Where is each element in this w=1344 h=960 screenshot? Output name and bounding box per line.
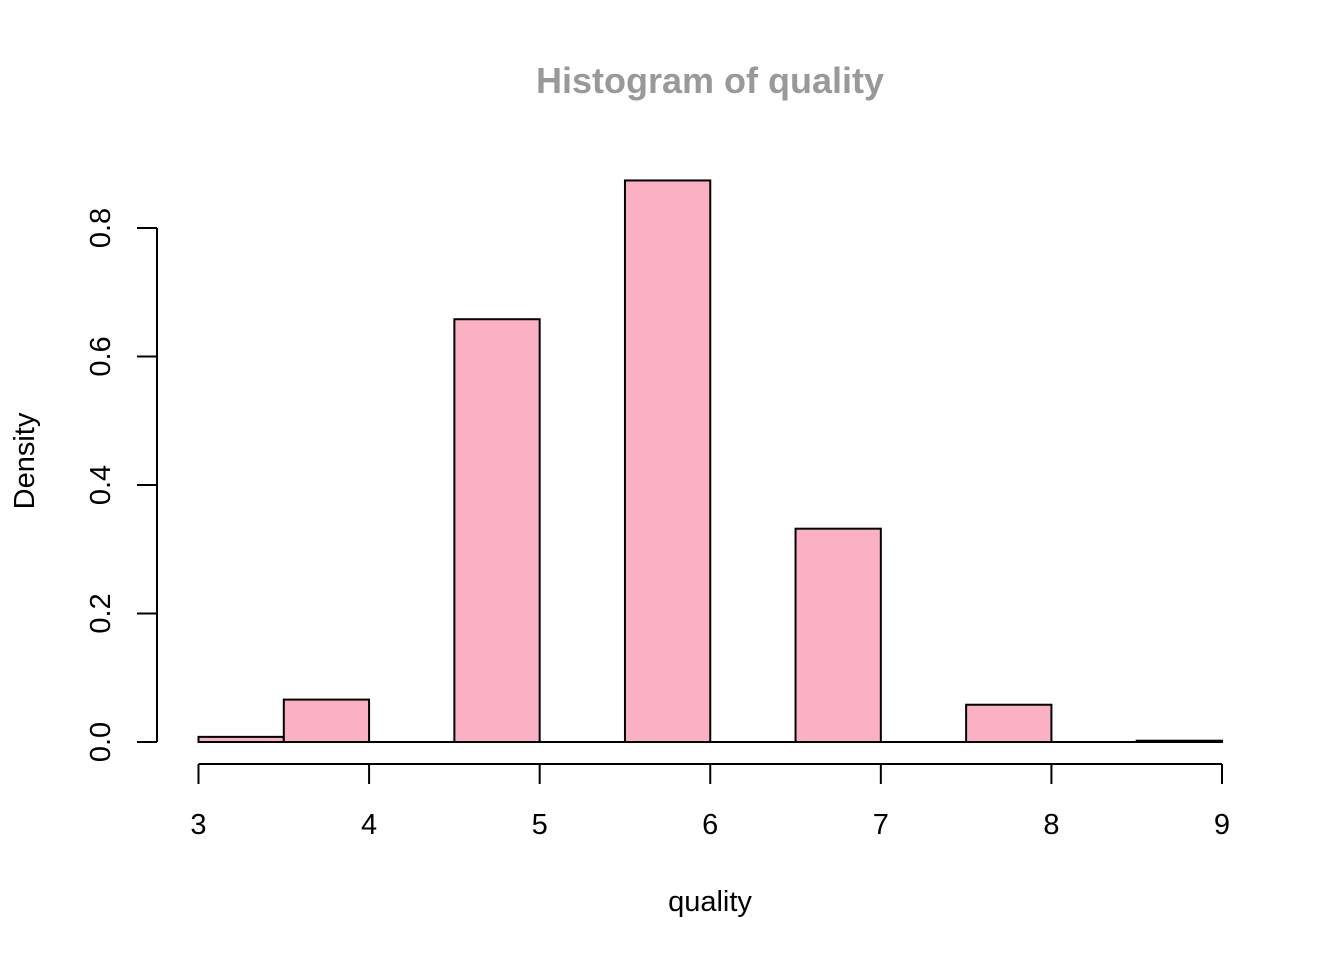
histogram-bar-9 (965, 703, 1053, 743)
histogram-bar-3 (453, 318, 541, 743)
y-tick-label: 0.0 (85, 722, 117, 762)
histogram-bar-5 (623, 179, 712, 743)
x-tick-label: 5 (532, 809, 548, 841)
y-tick-label: 0.8 (85, 208, 117, 248)
histogram-bar-7 (794, 527, 882, 743)
y-tick-label: 0.6 (85, 336, 117, 376)
x-axis: 3 4 5 6 7 8 9 (190, 763, 1230, 841)
y-tick-label: 0.2 (85, 593, 117, 633)
histogram-bar-1 (282, 698, 371, 743)
x-tick-label: 8 (1043, 809, 1059, 841)
x-tick-label: 9 (1214, 809, 1230, 841)
chart-title: Histogram of quality (536, 60, 884, 101)
y-tick-label: 0.4 (85, 465, 117, 505)
y-axis-label: Density (9, 412, 41, 509)
x-tick-label: 4 (361, 809, 377, 841)
x-tick-label: 6 (702, 809, 718, 841)
x-tick-label: 3 (190, 809, 206, 841)
bars-group (197, 179, 1224, 744)
y-axis: 0.0 0.2 0.4 0.6 0.8 (85, 208, 158, 762)
x-tick-label: 7 (873, 809, 889, 841)
x-axis-label: quality (668, 886, 752, 918)
